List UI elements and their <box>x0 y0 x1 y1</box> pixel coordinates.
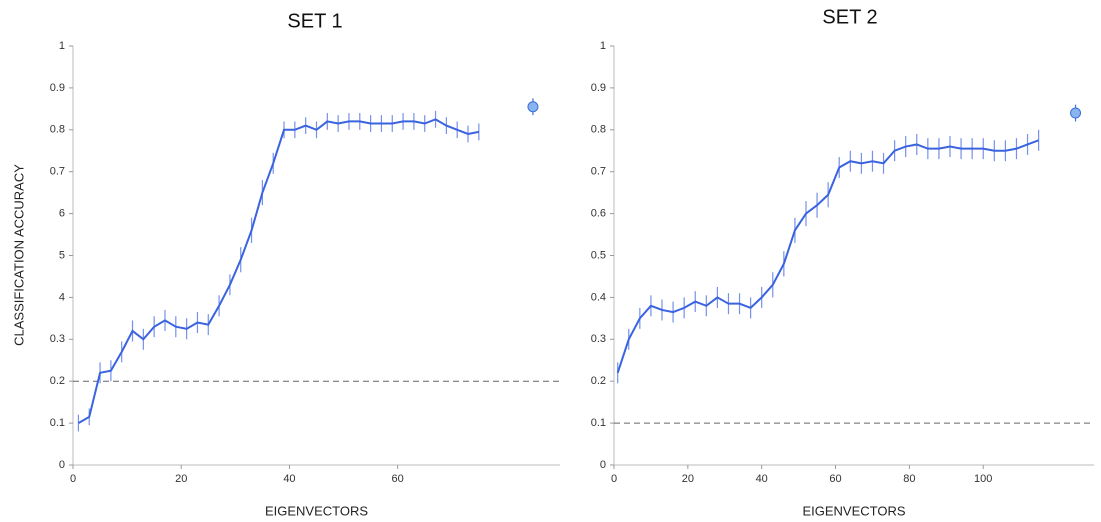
y-tick-label: 0.7 <box>50 166 65 178</box>
y-tick-label: 0 <box>600 459 606 471</box>
x-tick-label: 0 <box>70 473 76 485</box>
y-tick-label: 1 <box>59 40 65 52</box>
x-tick-label: 20 <box>682 473 694 485</box>
y-tick-label: 0.8 <box>50 124 65 136</box>
y-tick-label: 0.6 <box>591 208 606 220</box>
x-tick-label: 40 <box>283 473 295 485</box>
y-axis-title: CLASSIFICATION ACCURACY <box>11 164 26 346</box>
y-tick-label: 0.9 <box>50 82 65 94</box>
y-tick-label: 0.8 <box>591 124 606 136</box>
point <box>527 101 539 113</box>
y-tick-label: 0.2 <box>50 375 65 387</box>
series-line <box>77 118 480 424</box>
y-tick-label: 0.5 <box>591 249 606 261</box>
x-tick-label: 100 <box>974 473 992 485</box>
chart-title: SET 2 <box>822 6 877 28</box>
x-tick-label: 40 <box>756 473 768 485</box>
y-tick-label: 5 <box>59 249 65 261</box>
y-tick-label: 0.4 <box>591 291 606 303</box>
point <box>1070 107 1082 119</box>
y-tick-label: 0.7 <box>591 166 606 178</box>
y-tick-label: 1 <box>600 40 606 52</box>
x-axis-title: EIGENVECTORS <box>265 503 368 518</box>
y-tick-label: 0.2 <box>591 375 606 387</box>
x-tick-label: 60 <box>829 473 841 485</box>
x-axis-title: EIGENVECTORS <box>802 503 905 518</box>
x-tick-label: 0 <box>611 473 617 485</box>
chart-title: SET 1 <box>287 10 342 32</box>
y-tick-label: 6 <box>59 208 65 220</box>
series-line <box>616 139 1039 374</box>
x-tick-label: 60 <box>392 473 404 485</box>
y-tick-label: 0.3 <box>591 333 606 345</box>
x-tick-label: 20 <box>175 473 187 485</box>
y-tick-label: 0.3 <box>50 333 65 345</box>
y-tick-label: 4 <box>59 291 65 303</box>
x-tick-label: 80 <box>903 473 915 485</box>
y-tick-label: 0.1 <box>591 417 606 429</box>
y-tick-label: 0 <box>59 459 65 471</box>
y-tick-label: 0.1 <box>50 417 65 429</box>
y-tick-label: 0.9 <box>591 82 606 94</box>
